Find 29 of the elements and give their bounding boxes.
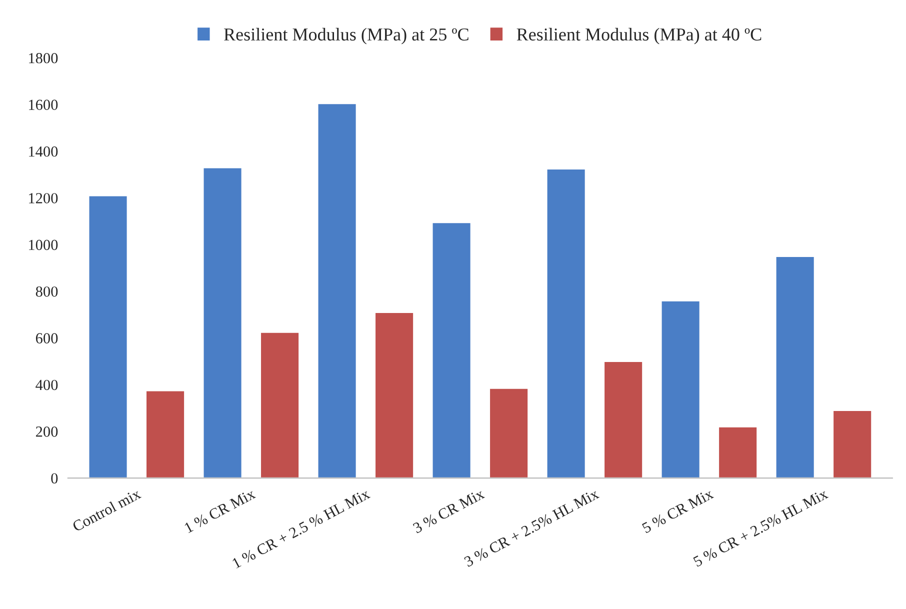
y-tick-label: 800 xyxy=(36,286,58,297)
bar xyxy=(488,387,529,478)
y-tick-label: 0 xyxy=(51,473,58,484)
y-tick-label: 1000 xyxy=(29,240,58,250)
bar xyxy=(774,256,816,478)
y-tick-label: 1400 xyxy=(29,146,58,157)
bar xyxy=(546,168,586,478)
x-tick-label: 1 % CR Mix xyxy=(184,488,256,534)
legend-label: Resilient Modulus (MPa) at 40 ºC xyxy=(516,28,762,44)
legend-label: Resilient Modulus (MPa) at 25 ºC xyxy=(224,28,468,44)
bar xyxy=(88,194,128,478)
bar xyxy=(660,300,701,478)
bar xyxy=(145,390,186,478)
y-tick-label: 1800 xyxy=(29,52,58,64)
x-tick-label: 5 % CR Mix xyxy=(642,488,714,534)
y-tick-label: 600 xyxy=(36,333,58,344)
x-tick-label: 3 % CR Mix xyxy=(412,488,486,534)
bar xyxy=(202,166,243,478)
bar xyxy=(260,331,300,478)
bar xyxy=(603,360,644,478)
bar xyxy=(718,426,758,478)
y-tick-label: 1200 xyxy=(29,193,58,204)
y-tick-label: 1600 xyxy=(29,100,58,110)
bar xyxy=(374,312,414,478)
bar xyxy=(316,102,358,478)
bar xyxy=(431,222,472,478)
y-tick-label: 400 xyxy=(36,380,58,390)
bar xyxy=(832,410,872,478)
y-tick-label: 200 xyxy=(36,426,58,437)
